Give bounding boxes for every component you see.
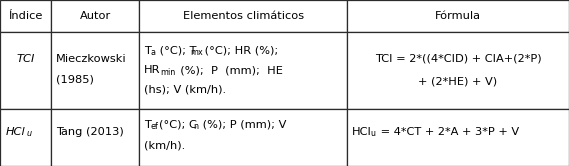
Text: ef: ef (150, 122, 158, 131)
Bar (0, 32, 51, 109)
Bar (139, 0, 347, 32)
Text: Mieczkowski: Mieczkowski (56, 54, 126, 64)
Text: u: u (370, 129, 376, 138)
Text: T: T (144, 46, 151, 56)
Text: HR: HR (144, 65, 160, 75)
Text: a: a (150, 48, 155, 57)
Bar (139, 32, 347, 109)
Text: + (2*HE) + V): + (2*HE) + V) (418, 77, 498, 87)
Text: HCl: HCl (6, 127, 26, 137)
Text: mx: mx (191, 48, 203, 57)
Text: (°C); T: (°C); T (156, 46, 196, 56)
Text: Tang (2013): Tang (2013) (56, 127, 123, 137)
Text: n: n (193, 122, 199, 131)
Bar (139, 109, 347, 166)
Text: = 4*CT + 2*A + 3*P + V: = 4*CT + 2*A + 3*P + V (377, 127, 519, 137)
Bar (51, 32, 139, 109)
Bar (347, 109, 569, 166)
Text: HCl: HCl (352, 127, 372, 137)
Text: Fórmula: Fórmula (435, 11, 481, 21)
Bar (0, 109, 51, 166)
Text: T: T (144, 120, 151, 130)
Text: (°C); HR (%);: (°C); HR (%); (201, 46, 279, 56)
Text: (hs); V (km/h).: (hs); V (km/h). (144, 84, 226, 94)
Text: Elementos climáticos: Elementos climáticos (183, 11, 304, 21)
Bar (51, 109, 139, 166)
Text: (°C); C: (°C); C (159, 120, 197, 130)
Text: (km/h).: (km/h). (144, 141, 185, 151)
Text: (1985): (1985) (56, 74, 94, 84)
Text: TCI: TCI (17, 54, 35, 64)
Text: u: u (27, 129, 32, 138)
Text: Índice: Índice (9, 11, 43, 21)
Bar (347, 32, 569, 109)
Bar (0, 0, 51, 32)
Bar (51, 0, 139, 32)
Text: TCI = 2*((4*CID) + CIA+(2*P): TCI = 2*((4*CID) + CIA+(2*P) (375, 54, 541, 64)
Text: (%);  P  (mm);  HE: (%); P (mm); HE (173, 65, 283, 75)
Text: (%); P (mm); V: (%); P (mm); V (199, 120, 287, 130)
Text: Autor: Autor (80, 11, 111, 21)
Bar (347, 0, 569, 32)
Text: min: min (160, 68, 175, 77)
